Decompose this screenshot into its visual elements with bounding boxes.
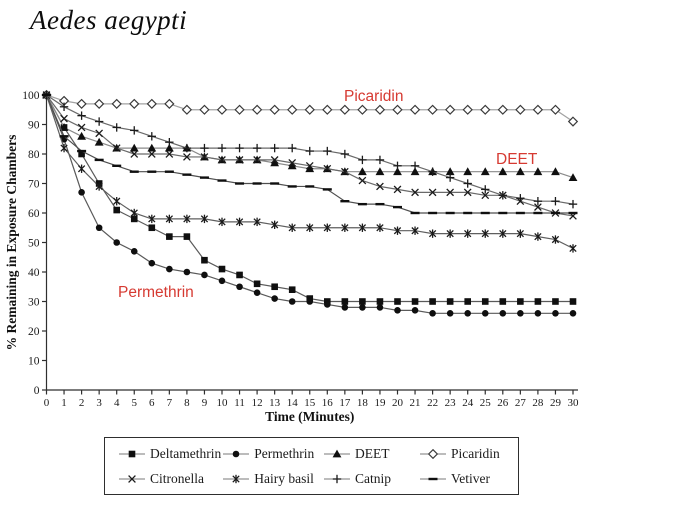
square-marker-icon [119,450,145,457]
legend-label: Permethrin [254,445,315,461]
legend-item-catnip: Catnip [322,471,418,487]
legend-item-deltamethrin: Deltamethrin [117,446,221,462]
triangle-marker-icon [324,449,351,457]
x-tick-label: 7 [167,397,173,409]
x-tick-labels: 0 1 2 3 4 5 6 7 8 9 10 11 12 13 14 15 16 17 18 19 20 21 22 23 24… [44,397,579,409]
x-tick-label: 5 [132,397,138,409]
legend-label: DEET [355,445,390,461]
x-tick-label: 15 [304,397,316,409]
y-tick-label: 10 [28,356,40,368]
legend-label: Citronella [150,470,204,486]
circle-marker-icon [223,450,250,457]
y-tick-labels: 0 10 20 30 40 50 60 70 80 90 100 [22,90,40,397]
legend-item-deet: DEET [322,446,418,462]
series-catnip [42,90,578,209]
series-deltamethrin [43,91,577,305]
x-tick-label: 25 [480,397,492,409]
x-tick-label: 17 [339,397,351,409]
y-tick-label: 0 [34,385,40,397]
x-tick-label: 12 [252,397,263,409]
y-tick-label: 70 [28,179,40,191]
x-tick-label: 0 [44,397,50,409]
y-tick-label: 90 [28,120,40,132]
x-tick-label: 28 [532,397,544,409]
legend-item-hairy-basil: Hairy basil [221,471,322,487]
x-bar-marker-icon [223,474,250,483]
y-tick-label: 40 [28,267,40,279]
y-tick-label: 30 [28,297,40,309]
legend-item-picaridin: Picaridin [418,446,514,462]
y-tick-label: 20 [28,326,40,338]
x-tick-label: 4 [114,397,120,409]
x-tick-label: 23 [445,397,457,409]
legend-item-citronella: Citronella [117,471,221,487]
x-tick-label: 21 [410,397,421,409]
annotation-picaridin: Picaridin [344,88,403,105]
diamond-open-marker-icon [420,448,446,459]
annotation-deet: DEET [496,151,538,168]
plus-marker-icon [324,474,351,483]
y-tick-label: 100 [22,90,40,102]
x-tick-label: 9 [202,397,208,409]
legend-label: Picaridin [451,445,500,461]
x-tick-label: 20 [392,397,404,409]
x-tick-label: 2 [79,397,85,409]
x-tick-label: 30 [568,397,580,409]
x-tick-label: 14 [287,397,299,409]
x-tick-label: 8 [184,397,190,409]
legend-label: Catnip [355,470,392,486]
x-marker-icon [119,474,145,483]
y-tick-label: 50 [28,238,40,250]
legend-item-permethrin: Permethrin [221,446,322,462]
x-axis-title: Time (Minutes) [265,409,354,424]
x-tick-label: 19 [374,397,386,409]
series-vetiver [42,93,578,215]
series-picaridin [41,89,579,127]
x-tick-label: 13 [269,397,281,409]
x-tick-label: 3 [96,397,102,409]
x-tick-label: 27 [515,397,527,409]
axes [42,92,578,395]
x-tick-label: 29 [550,397,562,409]
chart-title: Aedes aegypti [30,5,188,35]
legend-item-vetiver: Vetiver [418,471,514,487]
y-tick-label: 80 [28,149,40,161]
x-tick-label: 11 [234,397,245,409]
y-axis-title: % Remaining in Exposure Chambers [4,135,19,351]
chart-legend: Deltamethrin Permethrin DEET Picaridin Citro… [104,437,519,495]
x-tick-label: 24 [462,397,474,409]
x-tick-label: 6 [149,397,155,409]
legend-label: Vetiver [451,470,490,486]
x-tick-label: 22 [427,397,438,409]
series-hairy-basil [42,90,577,253]
series-permethrin [43,91,577,317]
x-tick-label: 26 [497,397,509,409]
dash-marker-icon [420,477,446,480]
x-tick-label: 18 [357,397,369,409]
x-tick-label: 10 [217,397,229,409]
legend-label: Hairy basil [254,470,314,486]
x-tick-label: 16 [322,397,334,409]
annotation-permethrin: Permethrin [118,284,194,301]
x-tick-label: 1 [61,397,67,409]
y-tick-label: 60 [28,208,40,220]
series-citronella [42,91,577,220]
legend-label: Deltamethrin [150,445,222,461]
